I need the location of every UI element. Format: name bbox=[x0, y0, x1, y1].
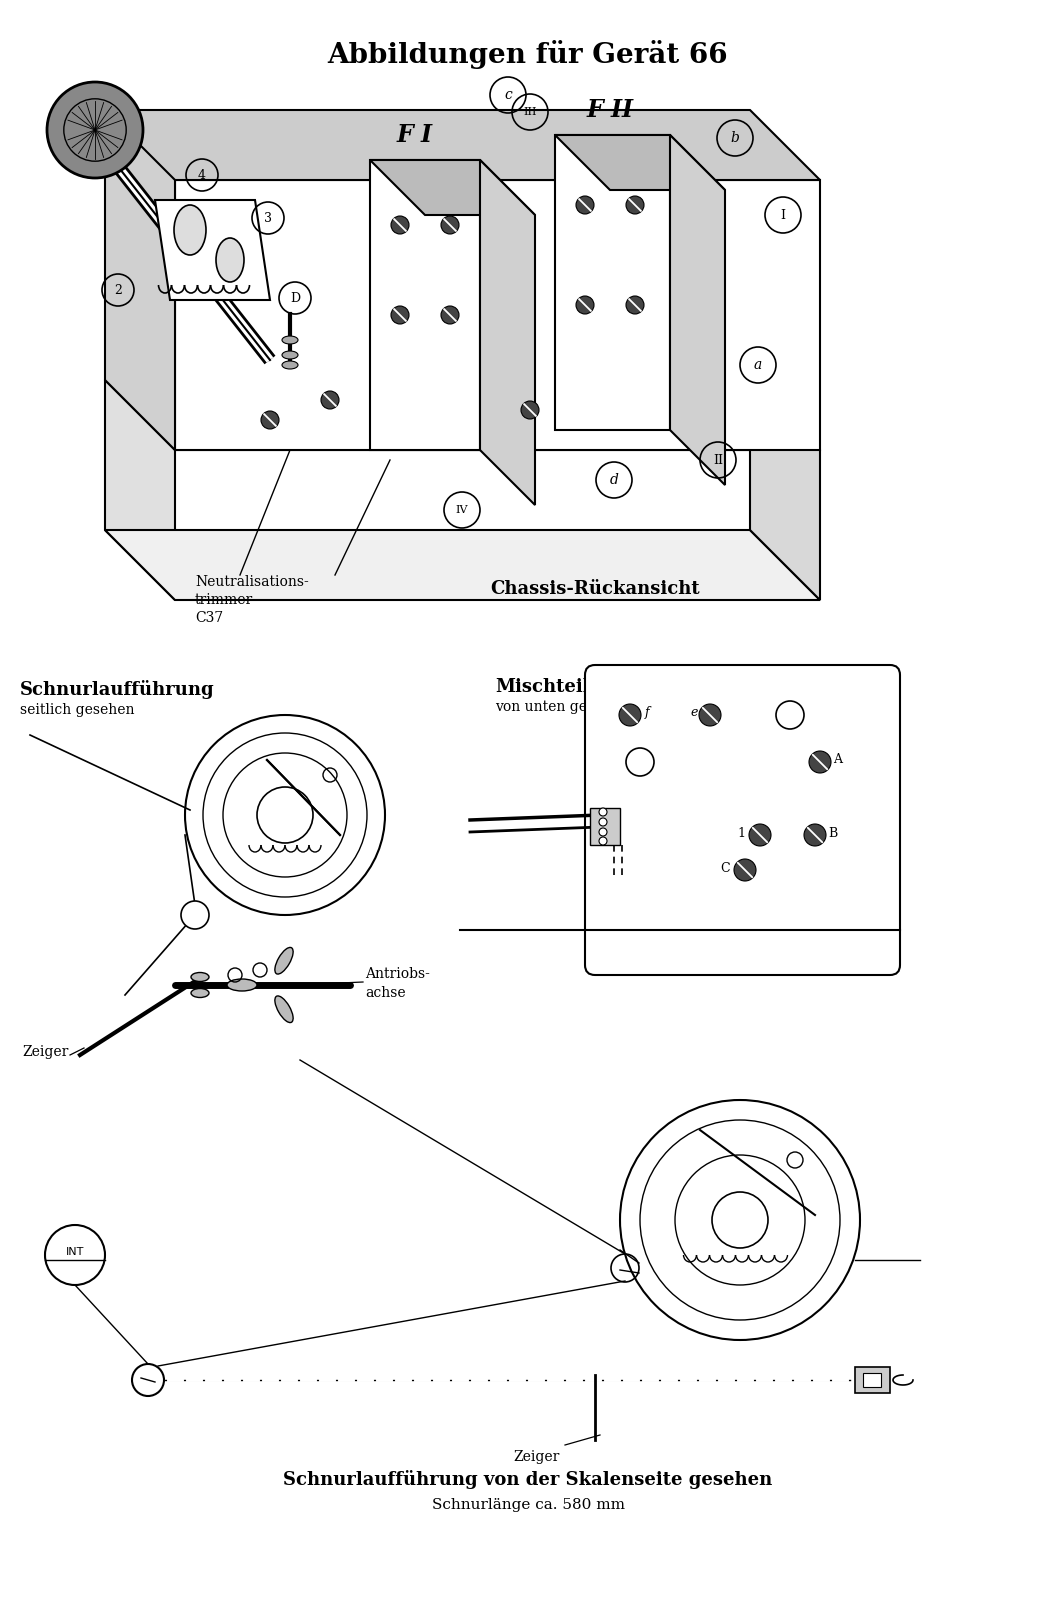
Polygon shape bbox=[750, 379, 820, 600]
Polygon shape bbox=[555, 134, 725, 191]
Circle shape bbox=[576, 195, 594, 215]
Ellipse shape bbox=[275, 948, 293, 973]
Circle shape bbox=[626, 748, 654, 776]
Circle shape bbox=[391, 216, 409, 234]
Circle shape bbox=[809, 751, 831, 773]
Text: Abbildungen für Gerät 66: Abbildungen für Gerät 66 bbox=[328, 40, 728, 69]
Ellipse shape bbox=[216, 239, 244, 282]
Text: 4: 4 bbox=[198, 168, 206, 181]
Circle shape bbox=[626, 296, 644, 314]
Text: D: D bbox=[290, 291, 300, 304]
Bar bbox=[855, 1367, 890, 1393]
Polygon shape bbox=[155, 200, 270, 299]
Circle shape bbox=[47, 82, 143, 178]
Text: II: II bbox=[713, 453, 723, 466]
Text: von unten gesehen: von unten gesehen bbox=[495, 700, 629, 714]
Text: f: f bbox=[645, 706, 650, 719]
Text: 1: 1 bbox=[737, 826, 745, 839]
Ellipse shape bbox=[191, 988, 209, 997]
Text: Zeiger: Zeiger bbox=[22, 1045, 69, 1058]
Circle shape bbox=[521, 400, 539, 419]
Polygon shape bbox=[105, 379, 175, 600]
Circle shape bbox=[699, 704, 721, 725]
Polygon shape bbox=[105, 110, 175, 450]
Ellipse shape bbox=[227, 978, 257, 991]
Bar bbox=[863, 1374, 880, 1386]
Text: C: C bbox=[721, 861, 730, 874]
Circle shape bbox=[712, 1193, 768, 1249]
Circle shape bbox=[749, 825, 771, 845]
Text: b: b bbox=[730, 131, 740, 146]
Text: Mischteil: Mischteil bbox=[495, 677, 590, 696]
Circle shape bbox=[776, 701, 804, 728]
Polygon shape bbox=[370, 160, 535, 215]
Circle shape bbox=[257, 788, 313, 844]
Text: d: d bbox=[610, 472, 618, 487]
Text: Schnurlaufführung: Schnurlaufführung bbox=[20, 680, 215, 700]
Circle shape bbox=[132, 1364, 164, 1396]
Polygon shape bbox=[370, 160, 480, 450]
Polygon shape bbox=[555, 134, 670, 431]
Text: Schnurlaufführung von der Skalenseite gesehen: Schnurlaufführung von der Skalenseite ge… bbox=[283, 1470, 773, 1489]
Polygon shape bbox=[670, 134, 725, 485]
Ellipse shape bbox=[275, 996, 293, 1023]
Text: A: A bbox=[833, 752, 842, 765]
Text: F II: F II bbox=[587, 98, 633, 122]
Text: III: III bbox=[523, 107, 537, 117]
FancyBboxPatch shape bbox=[585, 664, 900, 975]
Ellipse shape bbox=[282, 360, 298, 368]
Polygon shape bbox=[105, 110, 820, 179]
Text: c: c bbox=[504, 88, 512, 102]
Polygon shape bbox=[105, 530, 820, 600]
Circle shape bbox=[599, 809, 607, 817]
Polygon shape bbox=[105, 379, 820, 450]
Ellipse shape bbox=[174, 205, 206, 255]
Text: trimmer: trimmer bbox=[194, 592, 254, 607]
Text: seitlich gesehen: seitlich gesehen bbox=[20, 703, 134, 717]
Circle shape bbox=[181, 901, 209, 929]
Circle shape bbox=[391, 306, 409, 323]
Polygon shape bbox=[590, 809, 620, 845]
Circle shape bbox=[804, 825, 826, 845]
Text: o: o bbox=[191, 909, 199, 921]
Circle shape bbox=[321, 391, 339, 408]
Text: achse: achse bbox=[365, 986, 406, 1001]
Circle shape bbox=[619, 704, 641, 725]
Circle shape bbox=[599, 818, 607, 826]
Text: B: B bbox=[828, 826, 837, 839]
Text: IV: IV bbox=[456, 504, 468, 516]
Text: 2: 2 bbox=[114, 283, 122, 296]
Text: INT: INT bbox=[66, 1247, 85, 1257]
Polygon shape bbox=[480, 160, 535, 504]
Text: Chassis-Rückansicht: Chassis-Rückansicht bbox=[490, 580, 700, 599]
Circle shape bbox=[441, 306, 459, 323]
Circle shape bbox=[626, 195, 644, 215]
Text: Neutralisations-: Neutralisations- bbox=[194, 575, 309, 589]
Ellipse shape bbox=[282, 351, 298, 359]
Ellipse shape bbox=[282, 336, 298, 344]
Text: a: a bbox=[754, 359, 762, 371]
Circle shape bbox=[261, 411, 279, 429]
Text: Antriobs-: Antriobs- bbox=[365, 967, 430, 981]
Text: Zeiger: Zeiger bbox=[514, 1451, 560, 1463]
Ellipse shape bbox=[191, 972, 209, 981]
Circle shape bbox=[576, 296, 594, 314]
Text: Schnurlänge ca. 580 mm: Schnurlänge ca. 580 mm bbox=[431, 1499, 625, 1511]
Circle shape bbox=[599, 828, 607, 836]
Text: 3: 3 bbox=[264, 211, 272, 224]
Text: I: I bbox=[780, 208, 785, 221]
Text: e: e bbox=[690, 706, 698, 719]
Circle shape bbox=[734, 860, 756, 881]
Polygon shape bbox=[175, 179, 820, 450]
Text: C37: C37 bbox=[194, 612, 223, 624]
Text: F I: F I bbox=[397, 123, 433, 147]
Circle shape bbox=[599, 837, 607, 845]
Circle shape bbox=[441, 216, 459, 234]
